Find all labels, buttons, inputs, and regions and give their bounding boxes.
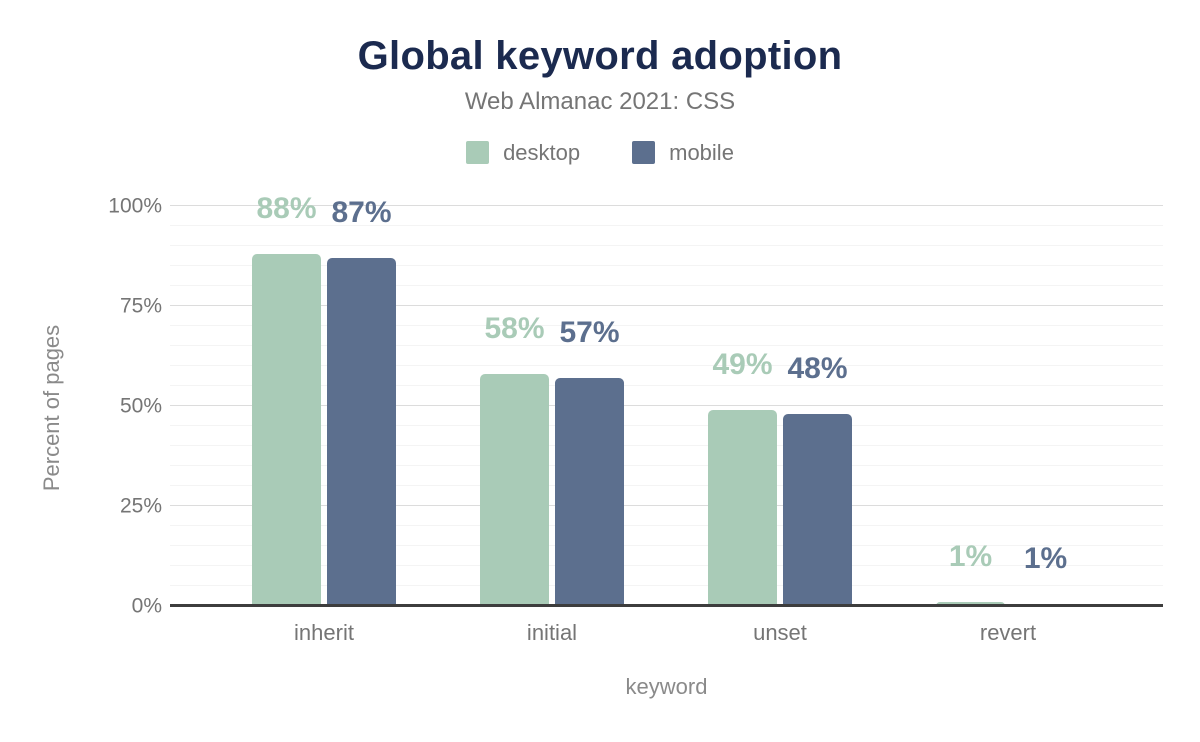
gridline-45	[170, 425, 1163, 426]
value-label-desktop-inherit: 88%	[256, 192, 317, 225]
y-tick-100: 100%	[108, 194, 162, 218]
legend-item-desktop: desktop	[466, 141, 580, 164]
legend-item-mobile: mobile	[632, 141, 734, 164]
value-label-mobile-revert: 1%	[1023, 542, 1068, 575]
x-tick-initial: initial	[526, 620, 578, 645]
x-tick-inherit: inherit	[294, 620, 354, 645]
gridline-95	[170, 225, 1163, 226]
x-tick-revert: revert	[979, 620, 1037, 645]
gridline-25	[170, 505, 1163, 506]
gridline-5	[170, 585, 1163, 586]
legend-label-mobile: mobile	[669, 139, 734, 165]
gridline-30	[170, 485, 1163, 486]
gridline-100	[170, 205, 1163, 206]
gridline-75	[170, 305, 1163, 306]
chart-title: Global keyword adoption	[357, 34, 843, 78]
desktop-series-swatch	[466, 141, 490, 164]
bar-mobile-inherit	[327, 258, 396, 606]
gridline-40	[170, 445, 1163, 446]
gridline-85	[170, 265, 1163, 266]
value-label-desktop-unset: 49%	[712, 348, 773, 381]
value-label-mobile-unset: 48%	[787, 352, 848, 385]
value-label-mobile-initial: 57%	[559, 316, 620, 349]
y-tick-75: 75%	[119, 294, 162, 318]
legend-label-desktop: desktop	[503, 139, 581, 165]
gridline-35	[170, 465, 1163, 466]
x-axis-title: keyword	[625, 674, 708, 699]
x-tick-unset: unset	[753, 620, 807, 645]
bar-desktop-initial	[480, 374, 549, 606]
gridline-10	[170, 565, 1163, 566]
y-tick-50: 50%	[119, 394, 162, 418]
bar-mobile-initial	[555, 378, 624, 606]
gridline-80	[170, 285, 1163, 286]
y-tick-0: 0%	[131, 594, 162, 618]
value-label-desktop-revert: 1%	[948, 540, 993, 573]
gridline-65	[170, 345, 1163, 346]
gridline-20	[170, 525, 1163, 526]
mobile-series-swatch	[632, 141, 656, 164]
gridline-15	[170, 545, 1163, 546]
gridline-90	[170, 245, 1163, 246]
bar-mobile-unset	[783, 414, 852, 606]
legend: desktop mobile	[0, 141, 1200, 164]
x-axis-line	[170, 604, 1163, 607]
chart-subtitle: Web Almanac 2021: CSS	[464, 88, 736, 115]
y-tick-25: 25%	[119, 494, 162, 518]
value-label-mobile-inherit: 87%	[331, 196, 392, 229]
gridline-50	[170, 405, 1163, 406]
y-axis-title: Percent of pages	[39, 324, 64, 492]
gridline-55	[170, 385, 1163, 386]
gridline-60	[170, 365, 1163, 366]
bar-desktop-unset	[708, 410, 777, 606]
plot-area: 0% 25% 50% 75% 100% 88% 87% 58% 57% 49% 48% 1% 1% i…	[108, 194, 1163, 644]
bar-desktop-inherit	[252, 254, 321, 606]
value-label-desktop-initial: 58%	[484, 312, 545, 345]
gridline-70	[170, 325, 1163, 326]
